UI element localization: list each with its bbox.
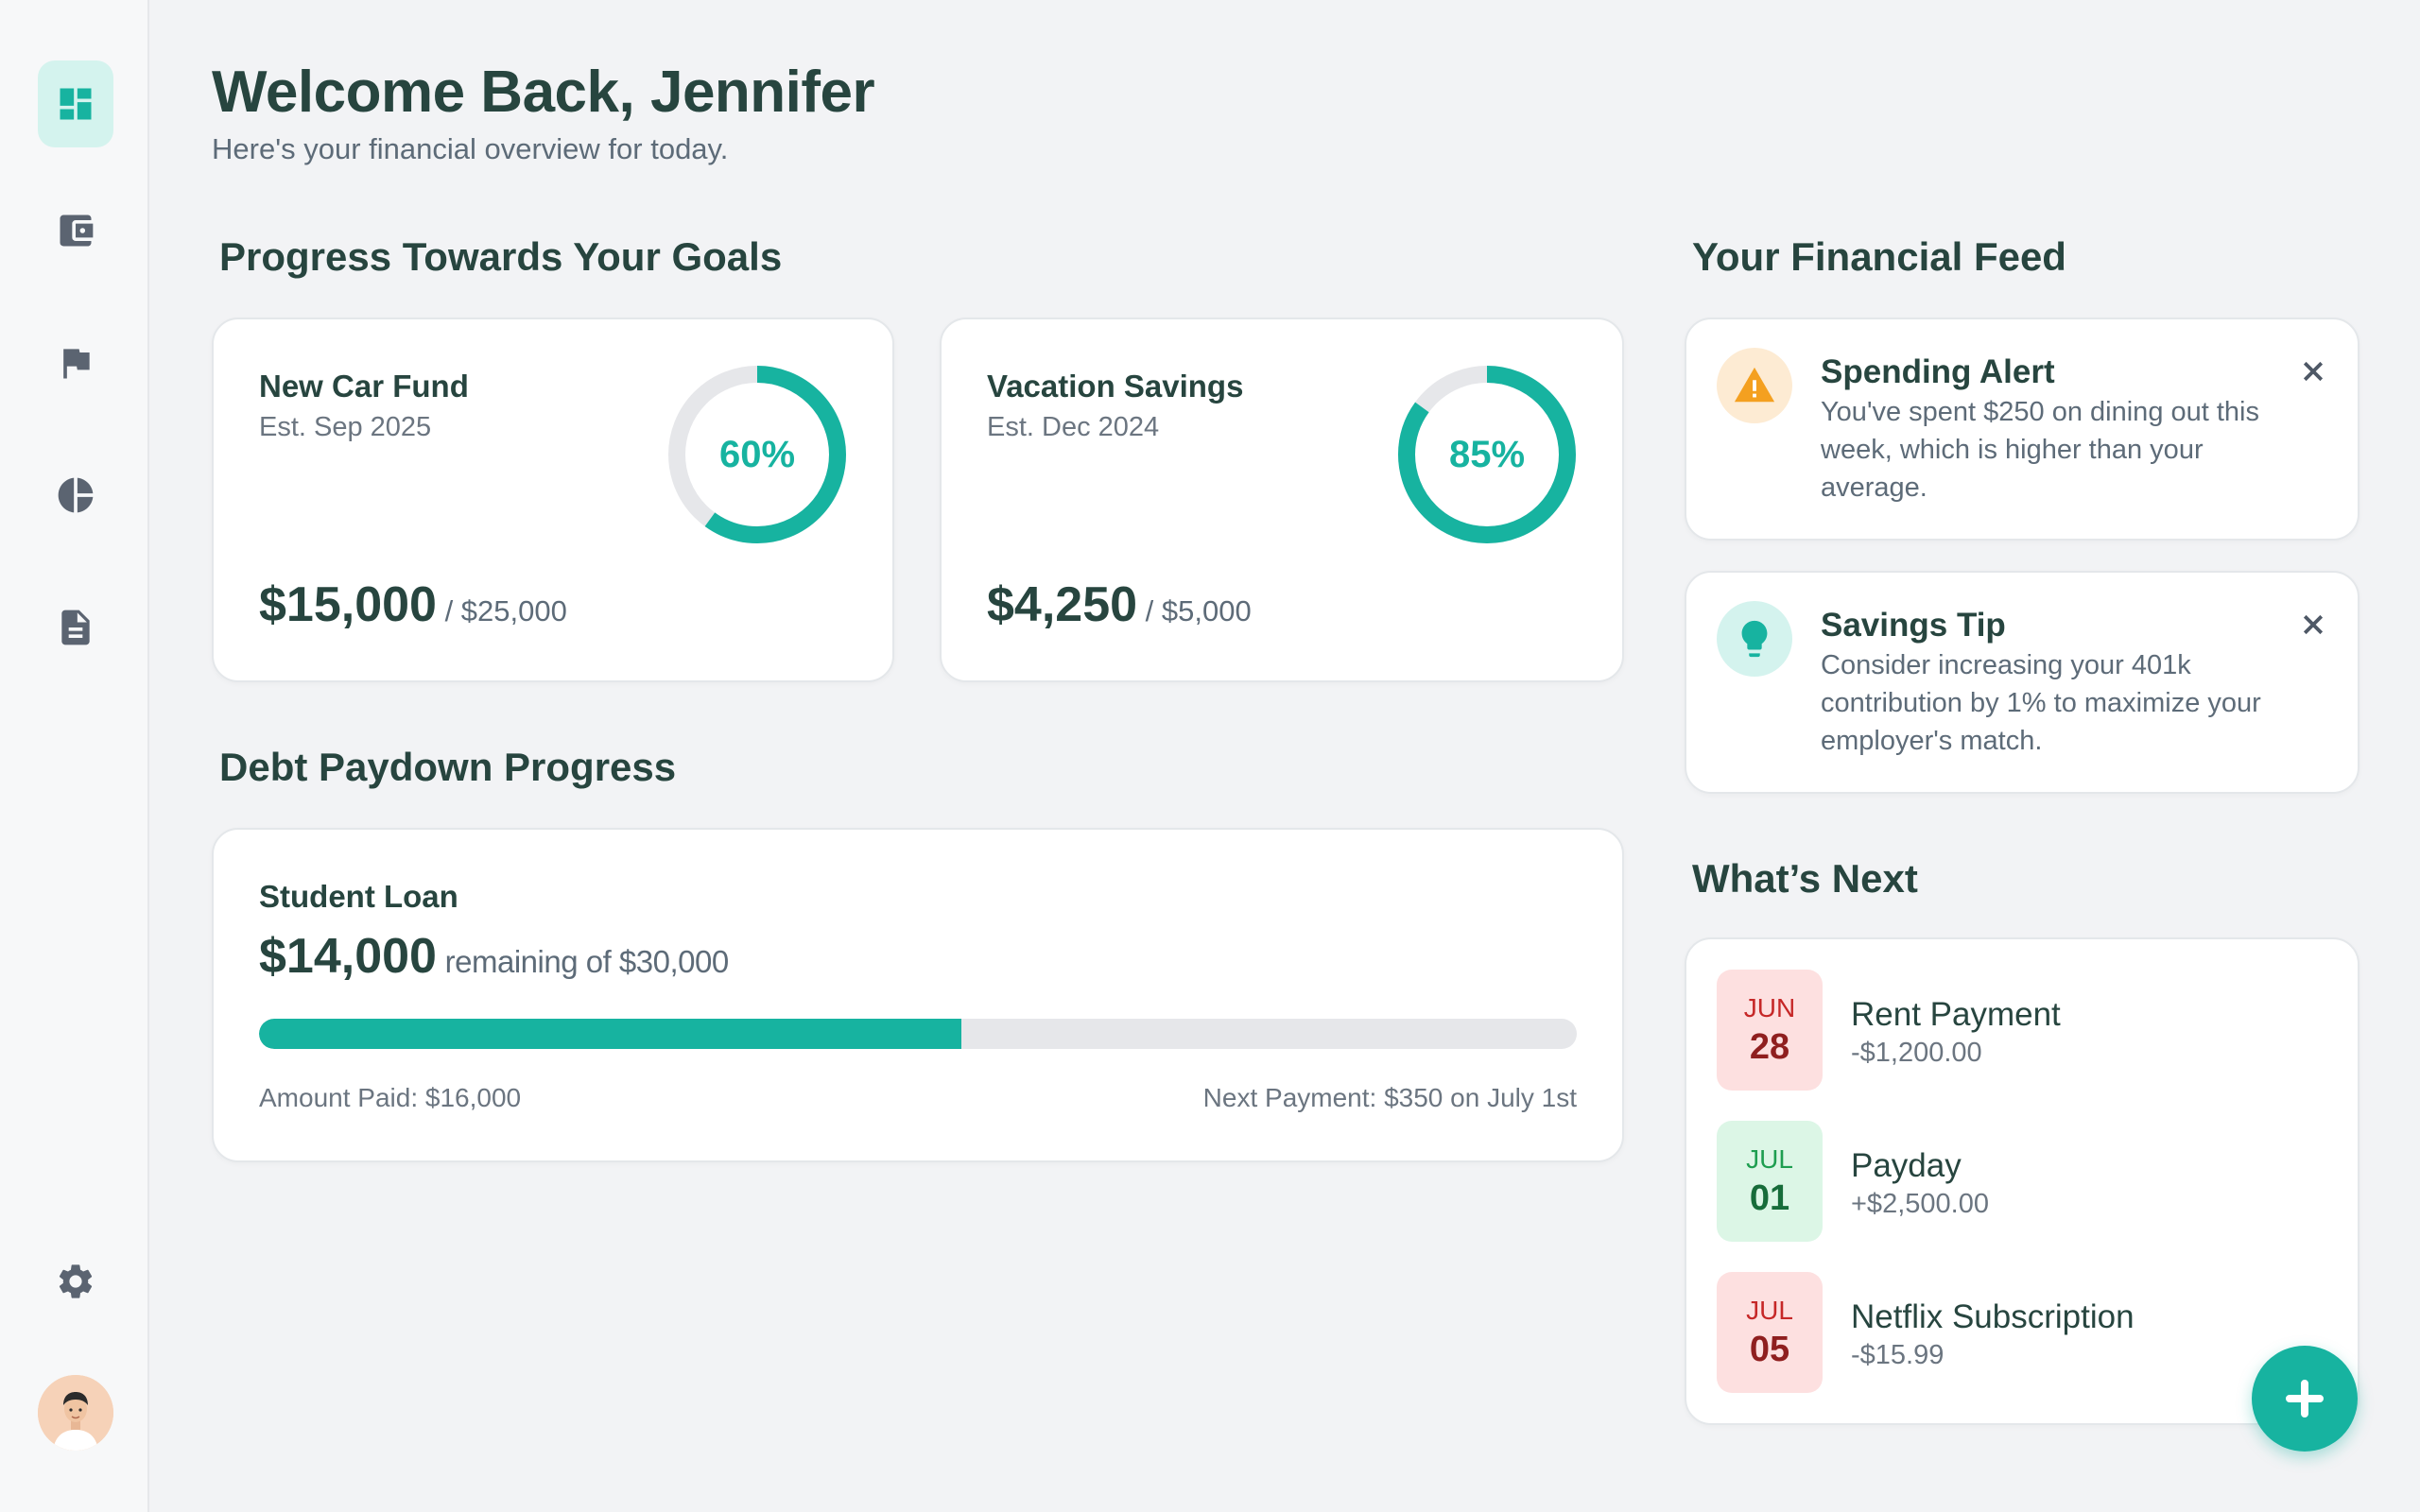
- goal-target: / $5,000: [1137, 594, 1252, 627]
- event-day: 01: [1749, 1177, 1790, 1218]
- close-icon: [2303, 361, 2324, 382]
- nav-documents[interactable]: [38, 584, 113, 671]
- debt-amount: $14,000 remaining of $30,000: [259, 928, 729, 985]
- goal-card-vacation[interactable]: Vacation Savings Est. Dec 2024 $4,250 / …: [940, 318, 1624, 682]
- goal-progress-ring: [668, 366, 846, 543]
- feed-text: Consider increasing your 401k contributi…: [1821, 650, 2261, 756]
- page-subtitle: Here's your financial overview for today…: [212, 132, 729, 165]
- feed-icon-badge: [1717, 348, 1792, 423]
- nav-settings[interactable]: [38, 1238, 113, 1325]
- event-date-badge: JUN 28: [1717, 970, 1823, 1091]
- page-title: Welcome Back, Jennifer: [212, 60, 875, 125]
- event-amount: +$2,500.00: [1851, 1189, 1989, 1219]
- user-avatar[interactable]: [38, 1375, 113, 1451]
- debt-name: Student Loan: [259, 879, 458, 914]
- feed-text: You've spent $250 on dining out this wee…: [1821, 397, 2259, 503]
- feed-card-savings-tip[interactable]: Savings Tip Consider increasing your 401…: [1685, 571, 2360, 794]
- feed-title: Savings Tip: [1821, 607, 2006, 644]
- flag-icon: [63, 349, 90, 379]
- dismiss-button[interactable]: [2299, 357, 2327, 386]
- event-amount: -$15.99: [1851, 1340, 1945, 1370]
- document-icon: [61, 610, 90, 645]
- sidebar: [0, 0, 149, 1512]
- debt-amount-paid: Amount Paid: $16,000: [259, 1083, 522, 1112]
- feed-card-spending-alert[interactable]: Spending Alert You've spent $250 on dini…: [1685, 318, 2360, 541]
- nav-reports[interactable]: [38, 452, 113, 539]
- event-month: JUL: [1746, 1295, 1793, 1325]
- dismiss-button[interactable]: [2299, 610, 2327, 639]
- goal-target: / $25,000: [436, 594, 567, 627]
- debt-remaining-amount: $14,000: [259, 929, 437, 984]
- feed-icon-badge: [1717, 601, 1792, 677]
- plus-icon: [2286, 1380, 2324, 1418]
- event-day: 05: [1749, 1329, 1790, 1369]
- debt-next-payment: Next Payment: $350 on July 1st: [1202, 1083, 1577, 1112]
- event-title[interactable]: Netflix Subscription: [1851, 1298, 2135, 1335]
- upcoming-section-title: What’s Next: [1692, 856, 1918, 901]
- goal-saved: $15,000: [259, 577, 437, 632]
- goal-percent: 60%: [718, 433, 796, 475]
- event-title[interactable]: Payday: [1851, 1147, 1962, 1184]
- avatar-icon: [38, 1375, 113, 1451]
- goal-est-date: Est. Dec 2024: [987, 412, 1160, 442]
- lightbulb-icon: [1741, 620, 1768, 658]
- upcoming-card: JUN 28 Rent Payment -$1,200.00 JUL 01 Pa…: [1685, 937, 2360, 1425]
- debt-section-title: Debt Paydown Progress: [219, 745, 677, 789]
- goal-est-date: Est. Sep 2025: [259, 412, 432, 442]
- nav-wallet[interactable]: [38, 187, 113, 274]
- event-date-badge: JUL 01: [1717, 1121, 1823, 1242]
- debt-remaining-text: remaining of $30,000: [436, 944, 730, 979]
- goal-percent: 85%: [1448, 433, 1526, 475]
- add-button[interactable]: [2252, 1346, 2358, 1452]
- debt-card-student-loan[interactable]: Student Loan $14,000 remaining of $30,00…: [212, 828, 1624, 1162]
- dashboard-icon: [60, 88, 92, 120]
- event-month: JUL: [1746, 1143, 1793, 1174]
- goal-name: Vacation Savings: [987, 369, 1244, 404]
- warning-icon: [1734, 367, 1775, 403]
- debt-progress-fill: [259, 1019, 962, 1049]
- pie-chart-icon: [58, 477, 94, 513]
- event-amount: -$1,200.00: [1851, 1038, 1982, 1068]
- goal-amount: $4,250 / $5,000: [987, 576, 1252, 633]
- close-icon: [2303, 614, 2324, 635]
- nav-goals[interactable]: [38, 319, 113, 406]
- goal-card-car[interactable]: New Car Fund Est. Sep 2025 $15,000 / $25…: [212, 318, 894, 682]
- wallet-icon: [60, 215, 94, 247]
- nav-dashboard[interactable]: [38, 60, 113, 147]
- goal-saved: $4,250: [987, 577, 1138, 632]
- event-title[interactable]: Rent Payment: [1851, 996, 2061, 1033]
- goal-amount: $15,000 / $25,000: [259, 576, 567, 633]
- feed-section-title: Your Financial Feed: [1692, 234, 2066, 279]
- goal-progress-ring: [1398, 366, 1576, 543]
- goals-section-title: Progress Towards Your Goals: [219, 234, 783, 279]
- event-day: 28: [1749, 1026, 1790, 1067]
- event-date-badge: JUL 05: [1717, 1272, 1823, 1393]
- gear-icon: [59, 1264, 93, 1298]
- debt-progress-bar: [259, 1019, 1577, 1049]
- event-month: JUN: [1743, 992, 1796, 1022]
- feed-title: Spending Alert: [1821, 353, 2055, 390]
- goal-name: New Car Fund: [259, 369, 469, 404]
